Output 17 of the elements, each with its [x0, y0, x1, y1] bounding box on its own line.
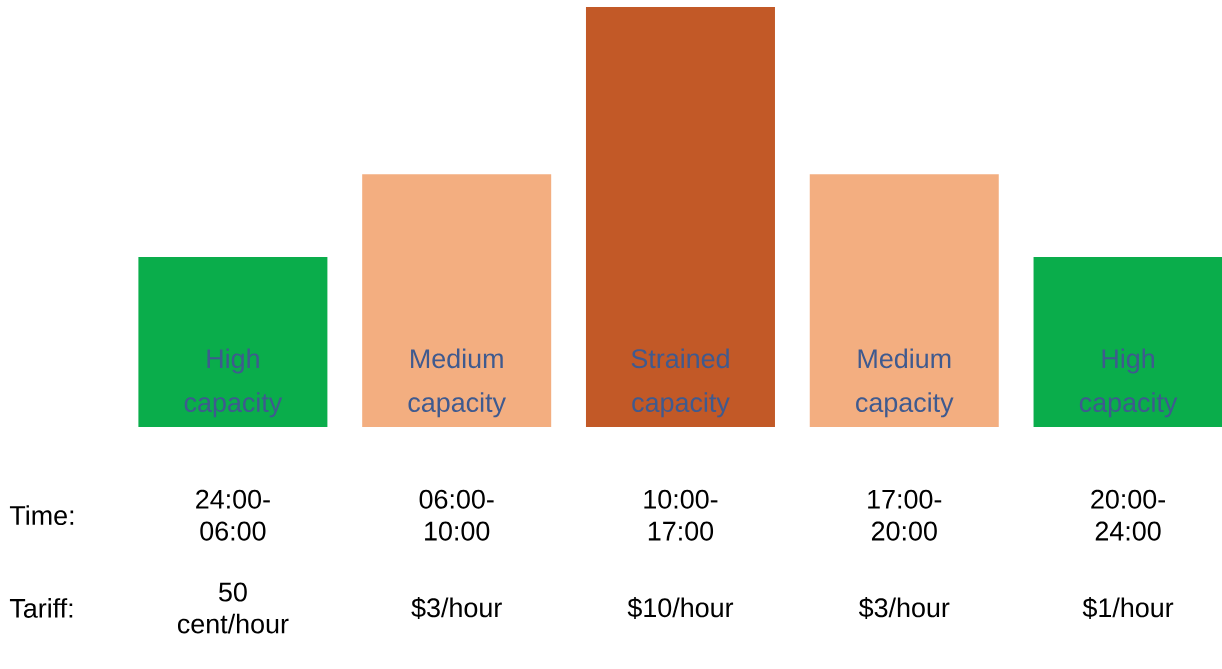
text: 17:00-20:00 [868, 489, 942, 541]
text: Tariff: [9, 598, 73, 618]
x-tick-label: High capacity [184, 348, 283, 418]
x-tick-label: Strained capacity [631, 348, 730, 418]
x-tick-label: Medium capacity [408, 348, 506, 418]
text: Time: [9, 505, 74, 526]
x-tick-label: High capacity [1079, 348, 1178, 418]
text: $1/hour [1082, 597, 1174, 619]
text: $3/hour [411, 597, 502, 619]
text: 06:00-10:00 [419, 489, 494, 541]
text: $3/hour [858, 597, 950, 619]
x-tick-label: Medium capacity [856, 348, 954, 418]
text: 10:00-17:00 [644, 489, 718, 541]
text: 24:00-06:00 [196, 489, 270, 541]
text: 50 cent/hour [177, 582, 289, 634]
text: 20:00-24:00 [1091, 489, 1165, 541]
text: $10/hour [627, 597, 734, 619]
